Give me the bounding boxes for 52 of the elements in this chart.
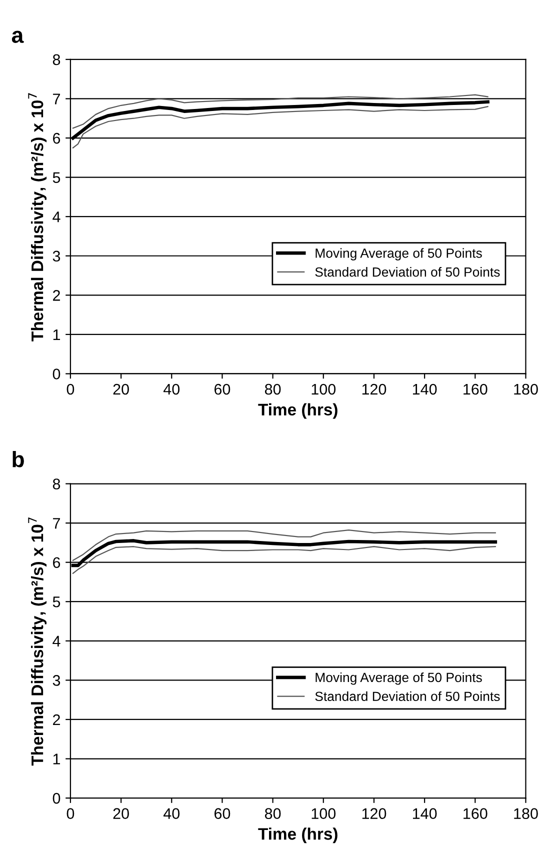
y-tick-label: 5	[52, 172, 60, 183]
y-tick-label: 2	[53, 714, 60, 726]
y-tick-label: 6	[53, 132, 60, 144]
line-series	[72, 106, 488, 148]
y-tick-label: 8	[52, 478, 60, 490]
line-series	[72, 94, 488, 129]
x-tick-label: 80	[264, 808, 281, 820]
y-tick-label: 0	[52, 792, 60, 804]
legend-label: Standard Deviation of 50 Points	[315, 691, 500, 702]
x-tick-label: 160	[464, 384, 488, 395]
y-tick-label: 1	[53, 329, 60, 340]
y-tick-label: 8	[52, 54, 60, 66]
x-tick-label: 40	[163, 808, 180, 820]
x-tick-label: 180	[514, 384, 538, 395]
x-tick-label: 120	[362, 808, 386, 820]
y-tick-label: 7	[53, 518, 60, 529]
x-tick-label: 100	[312, 808, 336, 820]
x-tick-label: 140	[412, 384, 437, 395]
y-tick-label: 6	[53, 557, 60, 568]
y-tick-label: 3	[52, 250, 60, 262]
y-tick-label: 4	[52, 212, 60, 222]
x-tick-label: 180	[514, 808, 538, 820]
legend-label: Moving Average of 50 Points	[316, 672, 482, 685]
y-axis-title: Thermal Diffusivity, (m²/s) x 10$^{7}$	[28, 93, 47, 342]
x-tick-label: 60	[214, 384, 230, 395]
line-series	[72, 546, 496, 574]
x-tick-label: 60	[214, 808, 230, 820]
y-tick-label: 5	[52, 596, 60, 608]
x-tick-label: 20	[113, 808, 129, 820]
x-tick-label: 40	[163, 384, 180, 395]
x-axis-title: Time (hrs)	[258, 403, 338, 419]
legend-label: Moving Average of 50 Points	[316, 248, 482, 260]
x-tick-label: 120	[362, 384, 386, 395]
x-tick-label: 140	[412, 808, 437, 820]
y-tick-label: 1	[53, 754, 60, 764]
y-tick-label: 3	[52, 675, 60, 686]
x-tick-label: 0	[66, 808, 74, 820]
x-tick-label: 100	[312, 384, 336, 395]
legend-label: Standard Deviation of 50 Points	[315, 267, 500, 277]
x-tick-label: 80	[264, 384, 281, 395]
x-tick-label: 20	[113, 384, 129, 395]
y-tick-label: 0	[52, 368, 60, 380]
x-tick-label: 0	[66, 384, 74, 395]
y-tick-label: 4	[52, 636, 60, 646]
y-tick-label: 7	[53, 94, 60, 104]
chart-title: b	[12, 450, 24, 468]
y-tick-label: 2	[53, 290, 60, 301]
x-tick-label: 160	[464, 808, 488, 820]
x-axis-title: Time (hrs)	[258, 828, 338, 844]
line-series	[72, 530, 496, 561]
y-axis-title: Thermal Diffusivity, (m²/s) x 10$^{7}$	[28, 518, 47, 766]
chart-title: a	[12, 30, 24, 43]
